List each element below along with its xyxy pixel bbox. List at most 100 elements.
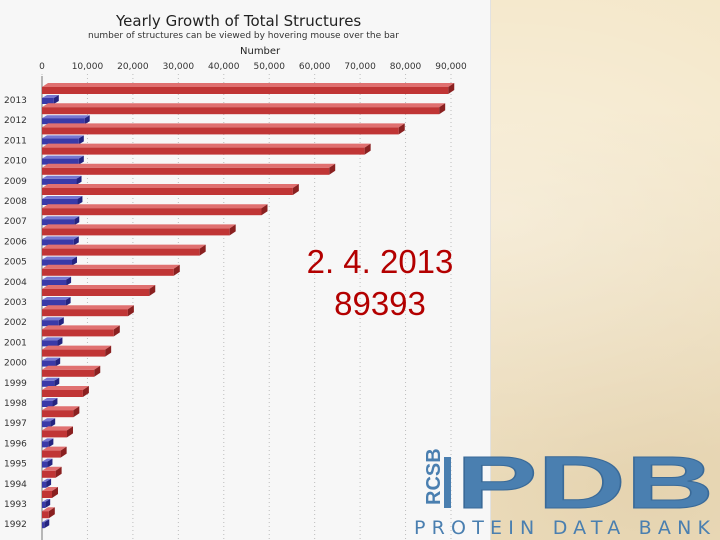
bar-blue-top xyxy=(42,297,71,300)
bar-blue-top xyxy=(42,458,53,462)
bar-red-top xyxy=(42,143,371,148)
y-category-label: 2001 xyxy=(4,338,27,348)
bar-red xyxy=(42,107,440,115)
x-tick-label: 20,000 xyxy=(117,62,149,72)
bar-blue-top xyxy=(42,135,84,139)
bar-blue xyxy=(42,320,59,327)
bar-blue-side xyxy=(45,499,51,508)
bar-blue-side xyxy=(48,438,54,448)
bar-blue-side xyxy=(78,135,84,145)
bar-blue-side xyxy=(47,458,53,468)
bar-blue-side xyxy=(66,276,72,286)
bar-blue xyxy=(42,259,72,266)
bar-red-top xyxy=(42,163,336,168)
bar-red-side xyxy=(229,224,236,236)
bar-red xyxy=(42,248,200,256)
logo-caption: PROTEIN DATA BANK xyxy=(414,517,714,537)
bar-red-side xyxy=(82,386,89,397)
bar-blue xyxy=(42,219,75,226)
bar-red-side xyxy=(261,204,268,216)
slide-count-text: 89393 xyxy=(334,285,426,322)
bar-blue-top xyxy=(42,95,59,98)
pdb-logo: RCSB PDB PROTEIN DATA BANK xyxy=(414,447,715,537)
bar-blue xyxy=(42,98,54,104)
y-category-label: 2005 xyxy=(4,258,27,268)
bar-red xyxy=(42,511,49,519)
bar-red-top xyxy=(42,466,62,471)
y-category-label: 1996 xyxy=(4,439,27,449)
y-category-label: 1999 xyxy=(4,379,27,389)
bar-blue-top xyxy=(42,418,56,422)
bar-red xyxy=(42,289,150,296)
bar-blue-top xyxy=(42,357,61,361)
bar-blue xyxy=(42,178,77,185)
bar-blue xyxy=(42,138,79,145)
bar-red xyxy=(42,87,449,94)
bar-chart: 0 10,000 20,000 30,000 40,000 50,000 60,000 70,… xyxy=(4,62,467,540)
bar-red-side xyxy=(173,264,180,276)
bar-blue-side xyxy=(84,115,90,125)
bar-red-side xyxy=(94,365,101,377)
bar-blue-side xyxy=(46,478,52,488)
bar-red-side xyxy=(60,446,67,458)
bar-red xyxy=(42,228,230,236)
bar-blue xyxy=(42,421,51,428)
bar-red xyxy=(42,309,128,317)
y-category-label: 2013 xyxy=(4,96,27,106)
bar-red xyxy=(42,268,174,276)
bar-red xyxy=(42,430,67,438)
bar-red-top xyxy=(42,224,236,229)
chart-panel: 0 10,000 20,000 30,000 40,000 50,000 60,000 70,… xyxy=(0,0,491,540)
bar-blue xyxy=(42,380,55,387)
bar-red xyxy=(42,147,365,155)
bar-blue-top xyxy=(42,155,84,159)
bar-blue xyxy=(42,199,78,205)
bar-red xyxy=(42,167,330,175)
bar-red-side xyxy=(329,163,336,175)
bar-red-top xyxy=(42,365,101,370)
y-category-label: 2009 xyxy=(4,177,27,187)
bar-blue-top xyxy=(42,115,90,119)
y-category-label: 2003 xyxy=(4,298,27,308)
bar-blue-top xyxy=(42,519,50,523)
y-category-label: 2006 xyxy=(4,237,27,247)
x-tick-label: 60,000 xyxy=(299,62,331,72)
slide-date-text: 2. 4. 2013 xyxy=(306,243,454,280)
bar-red-top xyxy=(42,103,446,108)
bar-blue-top xyxy=(42,499,51,502)
logo-divider xyxy=(444,457,451,508)
bar-blue-top xyxy=(42,175,82,179)
bar-blue-side xyxy=(44,519,50,529)
bar-red-top xyxy=(42,83,455,87)
bar-red xyxy=(42,450,61,458)
y-category-label: 2007 xyxy=(4,217,27,227)
bar-blue-top xyxy=(42,317,64,321)
bar-blue-side xyxy=(57,337,63,347)
bar-red-side xyxy=(364,143,371,155)
bar-blue-side xyxy=(77,196,83,205)
bar-red-side xyxy=(127,305,134,317)
bar-red-top xyxy=(42,305,134,310)
bar-blue-top xyxy=(42,256,77,260)
bar-blue-side xyxy=(50,418,56,428)
bar-red-top xyxy=(42,325,120,330)
x-tick-label: 80,000 xyxy=(390,62,422,72)
bar-red xyxy=(42,329,114,337)
bar-red xyxy=(42,369,95,377)
bar-blue-top xyxy=(42,337,63,341)
bar-red-side xyxy=(292,184,299,195)
chart-subtitle: number of structures can be viewed by ho… xyxy=(88,31,399,41)
bar-blue xyxy=(42,502,46,508)
bar-red-top xyxy=(42,184,299,188)
bar-blue xyxy=(42,522,45,529)
y-category-label: 2010 xyxy=(4,157,27,167)
bar-blue-side xyxy=(73,236,79,246)
logo-pdb-text: PDB xyxy=(456,447,714,524)
bar-red-top xyxy=(42,426,73,431)
y-category-label: 1995 xyxy=(4,460,27,470)
bar-red xyxy=(42,208,262,216)
chart-title: Yearly Growth of Total Structures xyxy=(116,12,362,30)
bar-blue-top xyxy=(42,216,80,220)
bar-blue xyxy=(42,461,48,468)
y-category-label: 2008 xyxy=(4,197,27,207)
